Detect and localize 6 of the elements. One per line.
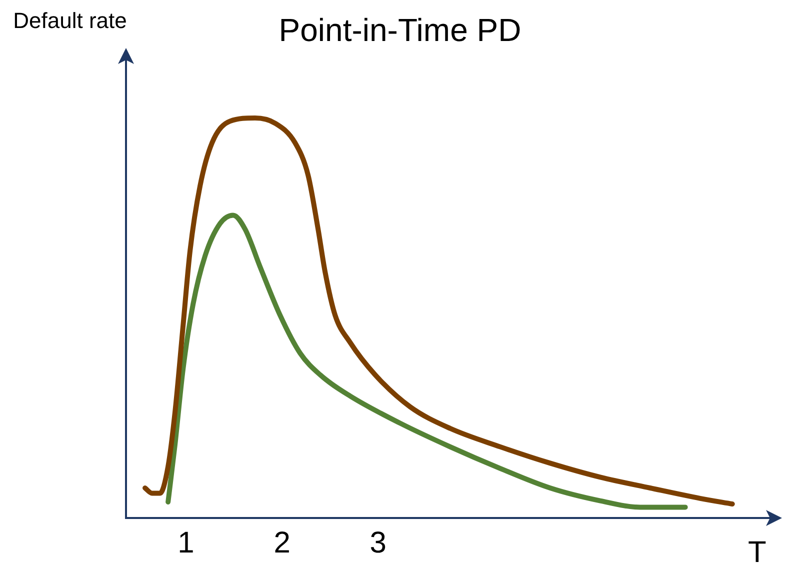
x-axis-title: T <box>748 536 766 570</box>
x-tick-label: 3 <box>370 526 386 560</box>
chart-title: Point-in-Time PD <box>278 12 522 49</box>
x-tick-label: 2 <box>274 526 290 560</box>
x-tick-label: 1 <box>178 526 194 560</box>
y-axis-title: Default rate <box>12 7 128 35</box>
